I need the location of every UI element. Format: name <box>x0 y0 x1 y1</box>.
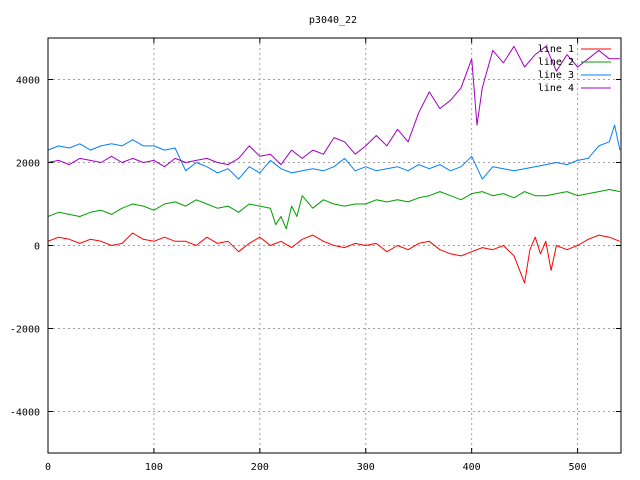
legend-label-1: line 1 <box>538 44 574 55</box>
y-tick-label: -4000 <box>10 408 40 419</box>
y-tick-label: -2000 <box>10 325 40 336</box>
legend-label-4: line 4 <box>538 83 574 94</box>
legend: line 1 line 2 line 3 line 4 <box>538 44 611 94</box>
series-group <box>48 45 621 284</box>
series-line-3 <box>48 124 621 180</box>
x-tick-label: 400 <box>463 462 481 473</box>
axis-ticks: 0 100 200 300 400 500 -4000 -2000 0 2000 4000 <box>10 38 621 473</box>
x-tick-label: 500 <box>569 462 587 473</box>
chart-title: p3040_22 <box>309 15 357 26</box>
x-tick-label: 0 <box>45 462 51 473</box>
series-line-1 <box>48 232 621 284</box>
y-tick-label: 2000 <box>16 159 40 170</box>
y-tick-label: 0 <box>34 242 40 253</box>
legend-label-3: line 3 <box>538 70 574 81</box>
x-tick-label: 200 <box>251 462 269 473</box>
x-tick-label: 300 <box>357 462 375 473</box>
legend-label-2: line 2 <box>538 57 574 68</box>
series-line-2 <box>48 189 620 230</box>
x-tick-label: 100 <box>145 462 163 473</box>
y-tick-label: 4000 <box>16 76 40 87</box>
series-line-4 <box>48 45 620 168</box>
